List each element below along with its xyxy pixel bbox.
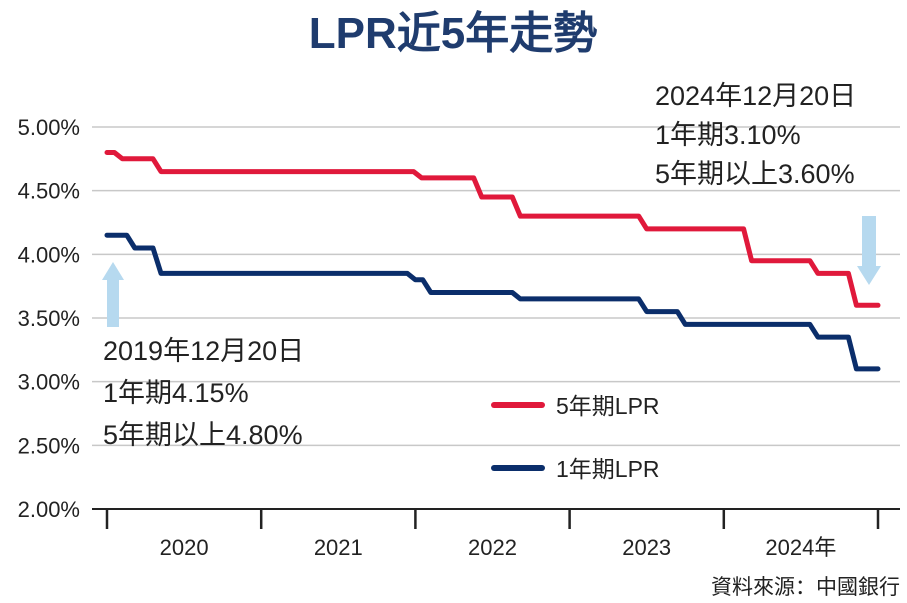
series-line-one-year (104, 232, 881, 372)
x-axis: 2020 2021 2022 2023 2024年 (92, 508, 900, 560)
legend-label-five-year: 5年期LPR (556, 393, 660, 419)
y-tick-label: 5.00% (18, 115, 80, 140)
down-arrow-icon (857, 216, 881, 285)
annotation-arrows (102, 216, 881, 327)
start-annotation-one-year: 1年期4.15% (103, 378, 249, 408)
x-tick-label: 2021 (314, 535, 363, 560)
series-lines (104, 150, 881, 372)
x-tick-label: 2022 (468, 535, 517, 560)
y-tick-label: 4.50% (18, 179, 80, 204)
y-tick-label: 2.50% (18, 433, 80, 458)
source-note: 資料來源：中國銀行 (711, 576, 900, 599)
y-tick-label: 2.00% (18, 497, 80, 522)
x-tick-label: 2024年 (765, 535, 836, 560)
start-annotation-date: 2019年12月20日 (103, 336, 304, 366)
legend-label-one-year: 1年期LPR (556, 456, 660, 482)
gridlines (92, 126, 900, 447)
y-tick-label: 3.00% (18, 370, 80, 395)
start-annotation-five-year: 5年期以上4.80% (103, 420, 303, 450)
series-line-five-year (104, 150, 881, 308)
y-tick-label: 3.50% (18, 306, 80, 331)
end-annotation-one-year: 1年期3.10% (655, 120, 801, 150)
chart-title: LPR近5年走勢 (309, 9, 597, 58)
x-tick-label: 2020 (160, 535, 209, 560)
legend: 5年期LPR 1年期LPR (491, 393, 660, 482)
y-axis-ticks: 5.00% 4.50% 4.00% 3.50% 3.00% 2.50% 2.00% (18, 115, 80, 522)
end-annotation-date: 2024年12月20日 (655, 81, 856, 111)
y-tick-label: 4.00% (18, 242, 80, 267)
up-arrow-icon (102, 262, 124, 327)
x-tick-label: 2023 (622, 535, 671, 560)
end-annotation-five-year: 5年期以上3.60% (655, 159, 855, 189)
